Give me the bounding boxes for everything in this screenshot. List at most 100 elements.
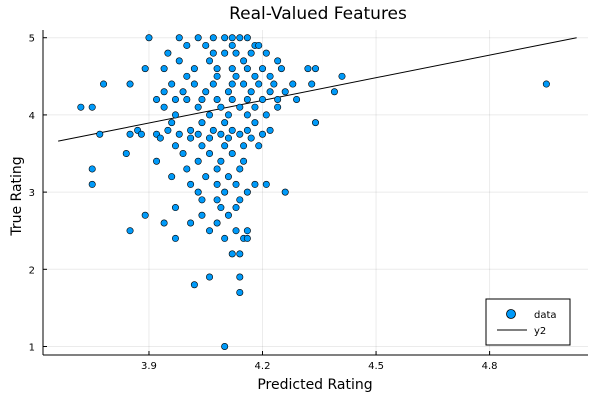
- data-point: [217, 103, 225, 111]
- data-point: [100, 80, 108, 88]
- legend-box: [485, 298, 571, 346]
- data-point: [202, 88, 210, 96]
- data-point: [243, 34, 251, 42]
- data-point: [206, 227, 214, 235]
- x-tick-label: 4.5: [368, 361, 384, 372]
- data-point: [236, 288, 244, 296]
- data-point: [236, 165, 244, 173]
- y-tick-label: 4: [29, 111, 35, 122]
- data-point: [175, 34, 183, 42]
- data-point: [206, 134, 214, 142]
- data-point: [251, 72, 259, 80]
- data-point: [88, 103, 96, 111]
- y-tick-label: 5: [29, 34, 35, 45]
- data-point: [198, 211, 206, 219]
- data-point: [122, 150, 130, 158]
- y-axis-title: True Rating: [9, 156, 25, 236]
- legend-data-marker: [506, 309, 516, 319]
- data-point: [228, 250, 236, 258]
- data-point: [206, 273, 214, 281]
- data-point: [224, 173, 232, 181]
- chart-title: Real-Valued Features: [229, 4, 407, 24]
- data-point: [213, 65, 221, 73]
- data-point: [171, 111, 179, 119]
- grid-lines: [43, 30, 588, 355]
- data-point: [96, 130, 104, 138]
- data-point: [164, 126, 172, 134]
- data-point: [308, 80, 316, 88]
- y2-line: [58, 37, 577, 142]
- data-point: [262, 180, 270, 188]
- data-point: [221, 142, 229, 150]
- data-point: [213, 165, 221, 173]
- data-point: [126, 80, 134, 88]
- data-point: [247, 134, 255, 142]
- data-point: [202, 41, 210, 49]
- data-point: [179, 150, 187, 158]
- data-point: [224, 111, 232, 119]
- data-point: [194, 130, 202, 138]
- plot-area: 3.9 4.2 4.5 4.8 1 2 3 4 5: [29, 30, 588, 372]
- data-point: [240, 80, 248, 88]
- series-line-y2: [58, 37, 577, 142]
- data-point: [255, 80, 263, 88]
- data-point: [141, 211, 149, 219]
- data-point: [183, 165, 191, 173]
- y-tick-label: 1: [29, 343, 35, 354]
- data-point: [221, 188, 229, 196]
- data-point: [206, 111, 214, 119]
- data-point: [171, 204, 179, 212]
- data-point: [224, 88, 232, 96]
- data-point: [153, 95, 161, 103]
- data-point: [190, 281, 198, 289]
- y-tick-label: 2: [29, 265, 35, 276]
- data-point: [236, 273, 244, 281]
- data-point: [304, 65, 312, 73]
- data-point: [183, 72, 191, 80]
- data-point: [171, 95, 179, 103]
- data-point: [338, 72, 346, 80]
- data-point: [243, 126, 251, 134]
- data-point: [251, 180, 259, 188]
- data-point: [281, 88, 289, 96]
- data-point: [293, 95, 301, 103]
- data-point: [289, 80, 297, 88]
- data-point: [213, 219, 221, 227]
- series-scatter-data: [77, 34, 550, 351]
- data-point: [251, 119, 259, 127]
- data-point: [194, 103, 202, 111]
- axis-ticks: 3.9 4.2 4.5 4.8 1 2 3 4 5: [29, 34, 498, 372]
- data-point: [187, 126, 195, 134]
- data-point: [259, 130, 267, 138]
- data-point: [262, 49, 270, 57]
- data-point: [198, 119, 206, 127]
- data-point: [232, 72, 240, 80]
- data-point: [243, 65, 251, 73]
- x-tick-label: 4.2: [255, 361, 271, 372]
- data-point: [141, 65, 149, 73]
- x-axis-title: Predicted Rating: [257, 377, 372, 393]
- data-point: [175, 130, 183, 138]
- data-point: [266, 88, 274, 96]
- data-point: [247, 49, 255, 57]
- data-point: [198, 95, 206, 103]
- data-point: [281, 188, 289, 196]
- data-point: [240, 157, 248, 165]
- legend: data y2: [485, 298, 571, 346]
- data-point: [243, 188, 251, 196]
- data-point: [228, 150, 236, 158]
- data-point: [221, 234, 229, 242]
- data-point: [274, 95, 282, 103]
- data-point: [194, 157, 202, 165]
- data-point: [221, 49, 229, 57]
- data-point: [160, 219, 168, 227]
- data-point: [194, 188, 202, 196]
- data-point: [217, 130, 225, 138]
- data-point: [168, 173, 176, 181]
- data-point: [243, 234, 251, 242]
- data-point: [266, 126, 274, 134]
- data-point: [206, 57, 214, 65]
- data-point: [224, 134, 232, 142]
- data-point: [213, 196, 221, 204]
- legend-y2-label: y2: [534, 326, 546, 337]
